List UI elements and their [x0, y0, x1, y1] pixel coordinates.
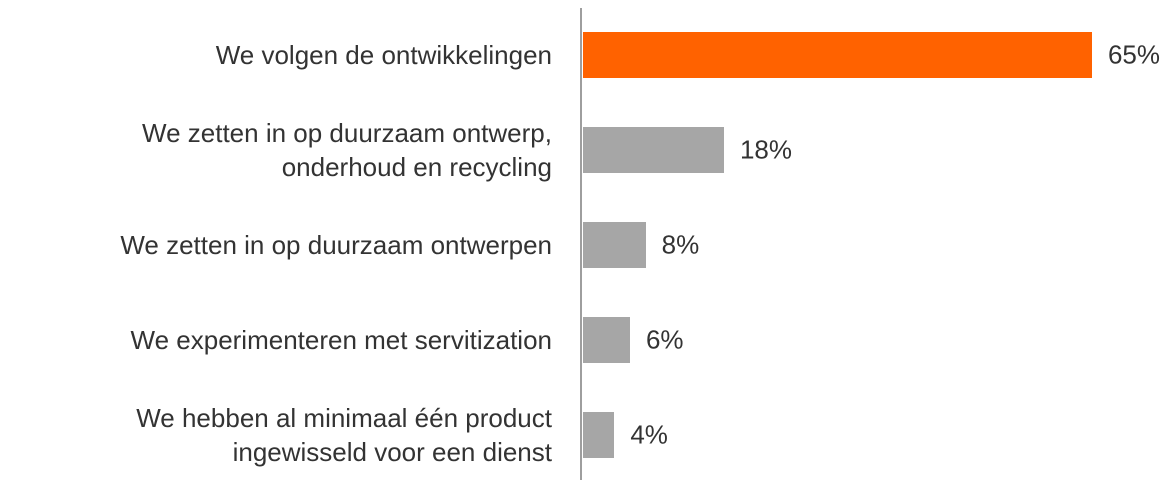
bar — [583, 127, 724, 173]
category-label: We zetten in op duurzaam ontwerpen — [120, 230, 552, 260]
category-label: We hebben al minimaal één product ingewi… — [136, 403, 552, 467]
value-label: 4% — [630, 419, 668, 450]
bar — [583, 222, 646, 268]
value-label: 18% — [739, 134, 792, 165]
value-label: 65% — [1107, 39, 1160, 70]
value-label: 6% — [645, 324, 684, 355]
bar — [583, 317, 630, 363]
category-label: We volgen de ontwikkelingen — [215, 40, 552, 70]
bar — [583, 412, 615, 458]
value-label: 8% — [661, 229, 700, 260]
category-label: We experimenteren met servitization — [130, 325, 552, 355]
bar — [583, 32, 1092, 78]
axis-line — [580, 8, 582, 480]
category-label: We zetten in op duurzaam ontwerp, onderh… — [142, 118, 552, 182]
